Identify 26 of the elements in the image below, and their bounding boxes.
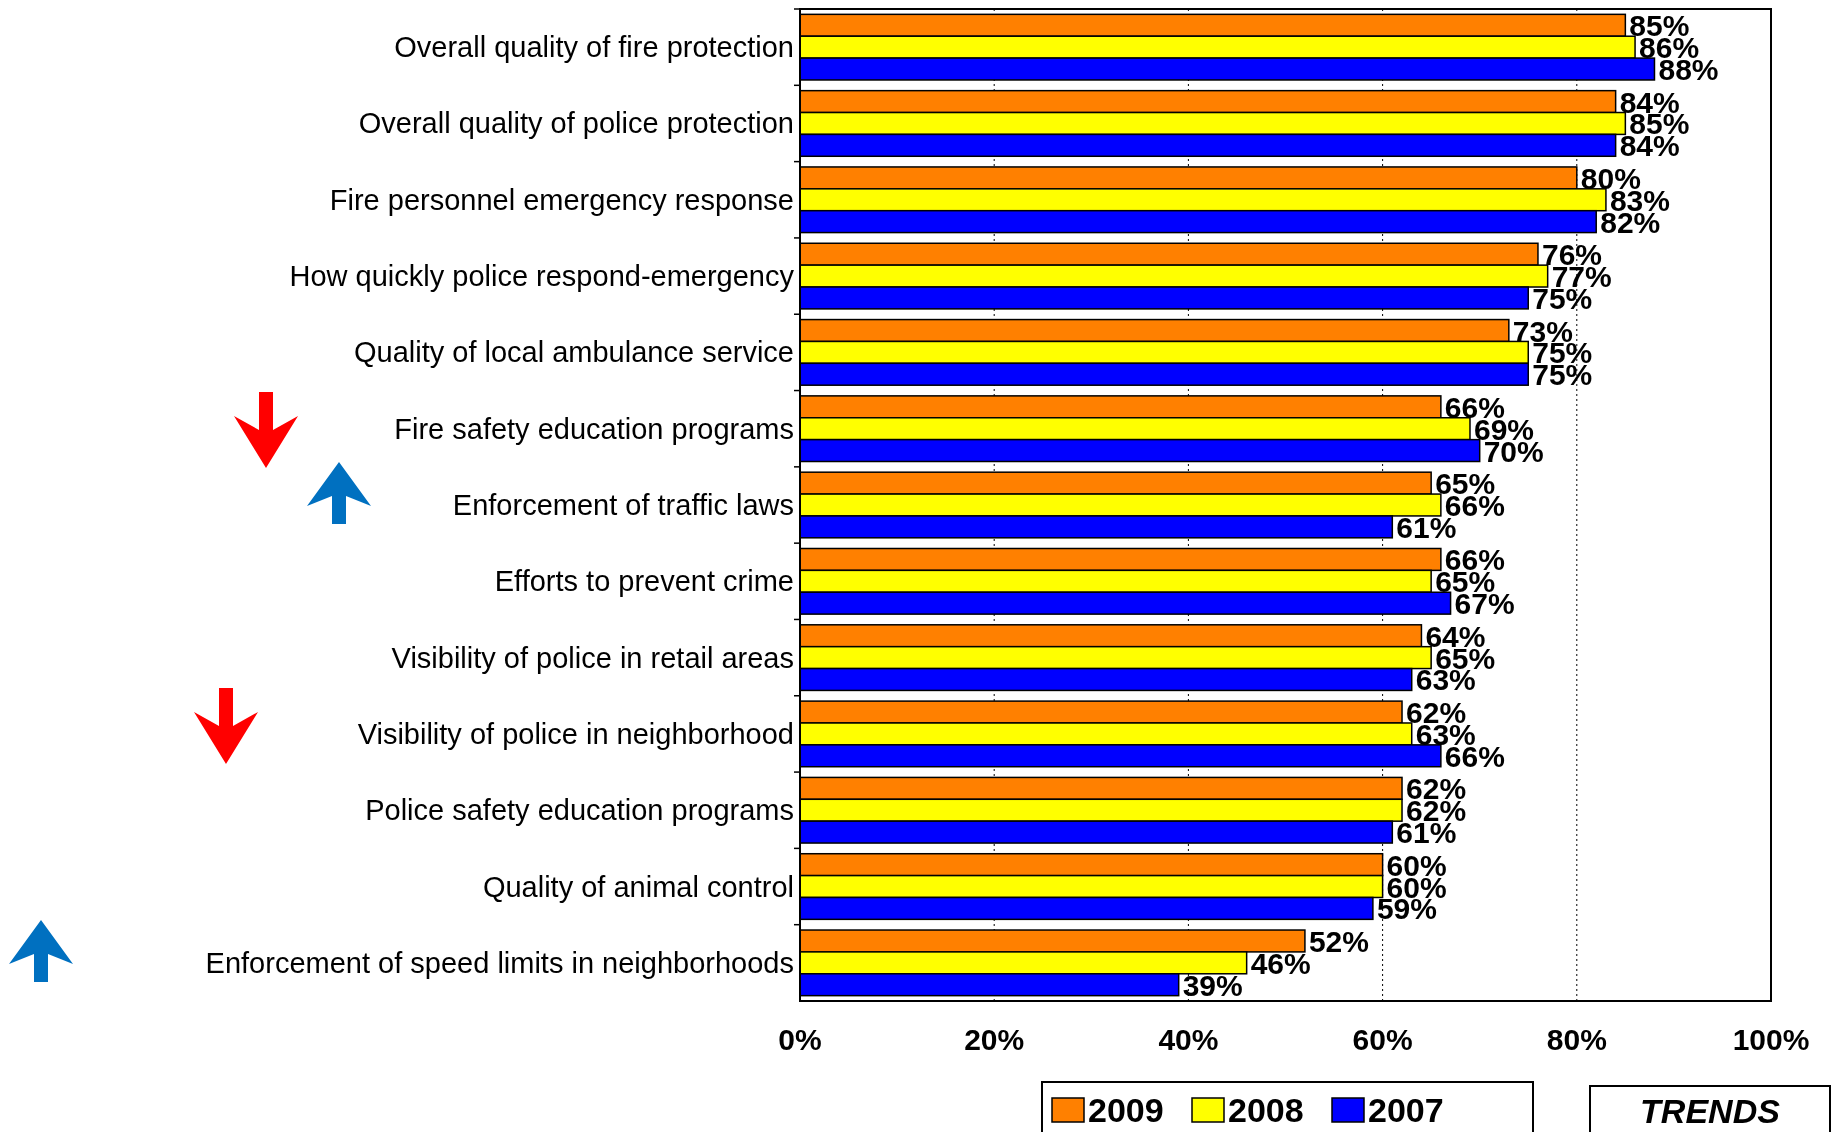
y-tick-label: Enforcement of traffic laws xyxy=(452,489,794,521)
y-tick-label: Quality of animal control xyxy=(482,870,794,903)
x-tick-label: 40% xyxy=(1158,1023,1219,1056)
y-tick-label: Visibility of police in retail areas xyxy=(391,641,794,674)
y-tick-label: Overall quality of police protection xyxy=(358,107,794,140)
y-tick-label: Enforcement of speed limits in neighborhoods xyxy=(205,946,794,979)
y-tick-label: Fire safety education programs xyxy=(394,412,794,445)
x-tick-label: 80% xyxy=(1546,1023,1607,1056)
y-tick-label: How quickly police respond-emergency xyxy=(289,260,795,293)
data-label: 52% xyxy=(1308,924,1369,958)
y-tick-label: Visibility of police in neighborhood xyxy=(357,717,794,750)
legend-label: 2009 xyxy=(1088,1091,1164,1129)
data-label: 39% xyxy=(1182,968,1243,1002)
y-tick-label: Overall quality of fire protection xyxy=(394,31,794,64)
x-tick-label: 20% xyxy=(964,1023,1025,1056)
x-tick-label: 100% xyxy=(1732,1023,1810,1056)
x-tick-label: 60% xyxy=(1352,1023,1413,1056)
data-label: 46% xyxy=(1250,946,1311,980)
x-tick-label: 0% xyxy=(778,1023,822,1056)
legend-label: 2008 xyxy=(1228,1091,1304,1129)
text: TRENDS xyxy=(1640,1092,1781,1130)
y-tick-label: Efforts to prevent crime xyxy=(494,565,794,598)
legend-label: 2007 xyxy=(1368,1091,1444,1129)
y-tick-label: Quality of local ambulance service xyxy=(353,336,794,369)
y-tick-label: Fire personnel emergency response xyxy=(329,183,794,216)
y-tick-label: Police safety education programs xyxy=(365,794,794,827)
